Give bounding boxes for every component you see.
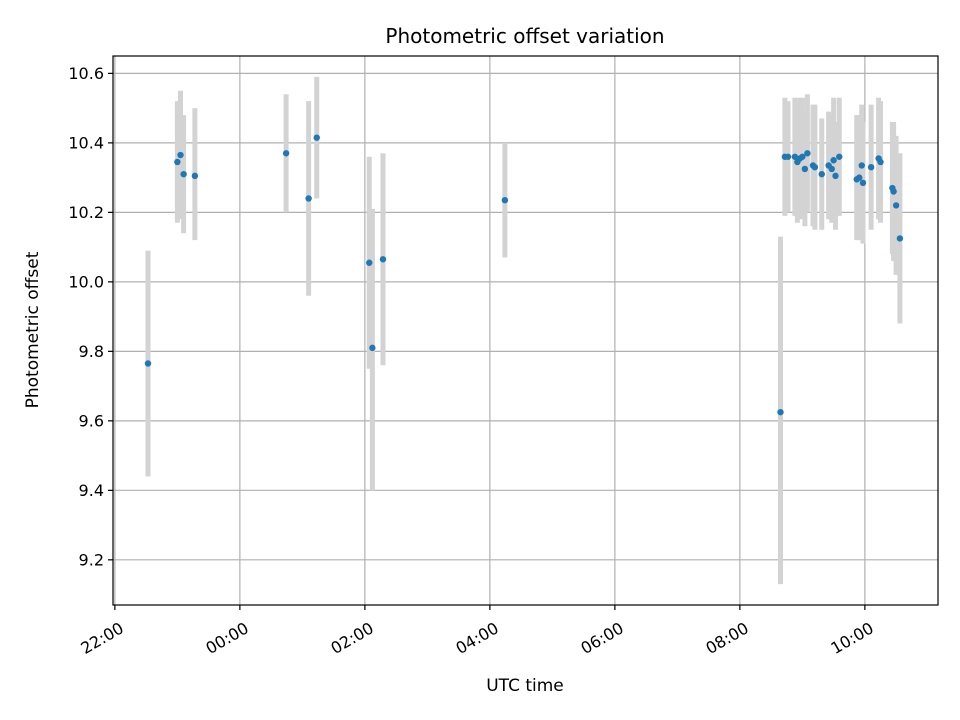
plot-frame: [112, 55, 939, 606]
y-tick-label: 9.8: [79, 342, 104, 361]
data-point: [784, 153, 792, 160]
data-point: [379, 256, 387, 263]
data-point: [832, 172, 839, 180]
data-point: [174, 158, 181, 166]
data-point: [856, 174, 863, 181]
y-tick-label: 10.4: [68, 133, 104, 152]
y-axis-ticks: 9.2 9.4 9.6 9.8 10.0 10.2 10.4 10.6: [68, 64, 113, 569]
data-point: [777, 408, 784, 416]
data-point: [804, 150, 811, 157]
data-point: [177, 151, 184, 159]
y-tick-label: 10.2: [68, 203, 104, 222]
data-point: [801, 165, 809, 173]
data-point: [828, 165, 835, 173]
data-point: [830, 157, 837, 164]
y-tick-label: 9.4: [79, 481, 104, 500]
y-tick-label: 9.6: [79, 411, 104, 430]
data-point: [799, 153, 806, 160]
data-point: [282, 150, 290, 157]
x-axis-label: UTC time: [486, 676, 564, 696]
data-point: [811, 163, 819, 171]
data-point: [180, 170, 187, 178]
y-tick-label: 9.2: [79, 550, 104, 569]
data-point: [191, 172, 199, 180]
data-point: [144, 360, 152, 367]
data-point: [313, 134, 320, 141]
data-point: [818, 170, 825, 178]
data-point: [867, 163, 875, 171]
data-point: [896, 235, 904, 242]
data-point: [859, 179, 867, 187]
grid-layer: [113, 56, 938, 605]
data-point: [501, 196, 509, 204]
point-layer: [144, 134, 904, 416]
data-point: [369, 344, 376, 352]
data-point: [836, 153, 843, 160]
data-point: [877, 158, 884, 166]
data-point: [305, 195, 312, 202]
y-tick-label: 10.6: [68, 64, 104, 83]
data-point: [791, 153, 799, 160]
y-tick-label: 10.0: [68, 272, 104, 291]
y-axis-label: Photometric offset: [23, 251, 43, 408]
data-point: [858, 162, 865, 169]
data-point: [892, 202, 900, 209]
data-point: [366, 259, 373, 266]
data-point: [890, 188, 897, 195]
chart-title: Photometric offset variation: [385, 24, 664, 48]
